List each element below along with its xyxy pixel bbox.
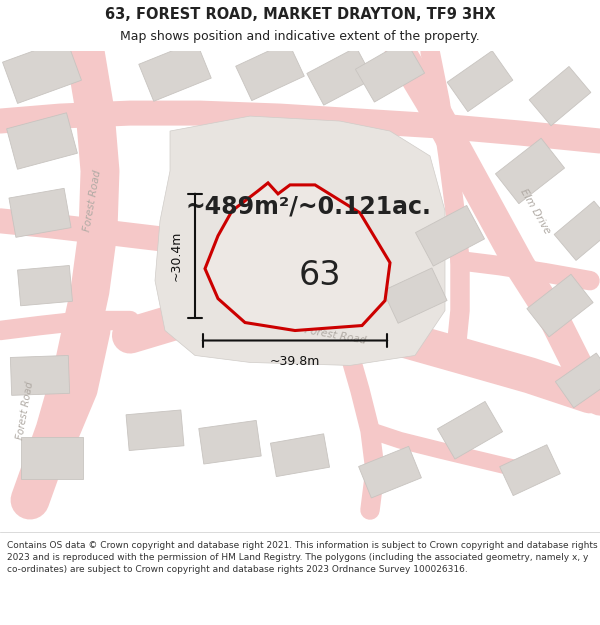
Polygon shape (359, 446, 421, 498)
Polygon shape (529, 66, 591, 126)
Polygon shape (236, 42, 304, 101)
Polygon shape (500, 445, 560, 496)
Polygon shape (10, 356, 70, 396)
Polygon shape (527, 274, 593, 337)
Polygon shape (496, 138, 565, 204)
Text: Forest Road: Forest Road (304, 325, 367, 346)
Polygon shape (307, 48, 373, 105)
Polygon shape (155, 116, 445, 366)
Polygon shape (2, 39, 82, 103)
Polygon shape (415, 206, 485, 266)
Polygon shape (199, 421, 261, 464)
Text: Map shows position and indicative extent of the property.: Map shows position and indicative extent… (120, 31, 480, 43)
Text: Forest Road: Forest Road (15, 381, 35, 440)
Polygon shape (554, 201, 600, 261)
Polygon shape (271, 434, 329, 477)
Text: ~39.8m: ~39.8m (270, 356, 320, 369)
Polygon shape (126, 410, 184, 451)
Polygon shape (7, 112, 77, 169)
Polygon shape (9, 188, 71, 238)
Polygon shape (205, 183, 390, 331)
Text: Forest Road: Forest Road (82, 169, 103, 232)
Text: ~30.4m: ~30.4m (170, 231, 183, 281)
Polygon shape (437, 401, 503, 459)
Polygon shape (556, 353, 600, 408)
Polygon shape (447, 51, 513, 112)
Text: Elm Drive: Elm Drive (518, 186, 552, 235)
Text: Contains OS data © Crown copyright and database right 2021. This information is : Contains OS data © Crown copyright and d… (7, 541, 598, 574)
Polygon shape (139, 41, 211, 101)
Polygon shape (17, 266, 73, 306)
Text: ~489m²/~0.121ac.: ~489m²/~0.121ac. (186, 195, 432, 219)
Polygon shape (383, 268, 447, 323)
Text: 63, FOREST ROAD, MARKET DRAYTON, TF9 3HX: 63, FOREST ROAD, MARKET DRAYTON, TF9 3HX (104, 7, 496, 22)
Polygon shape (21, 438, 83, 479)
Polygon shape (355, 41, 425, 102)
Text: 63: 63 (299, 259, 341, 292)
